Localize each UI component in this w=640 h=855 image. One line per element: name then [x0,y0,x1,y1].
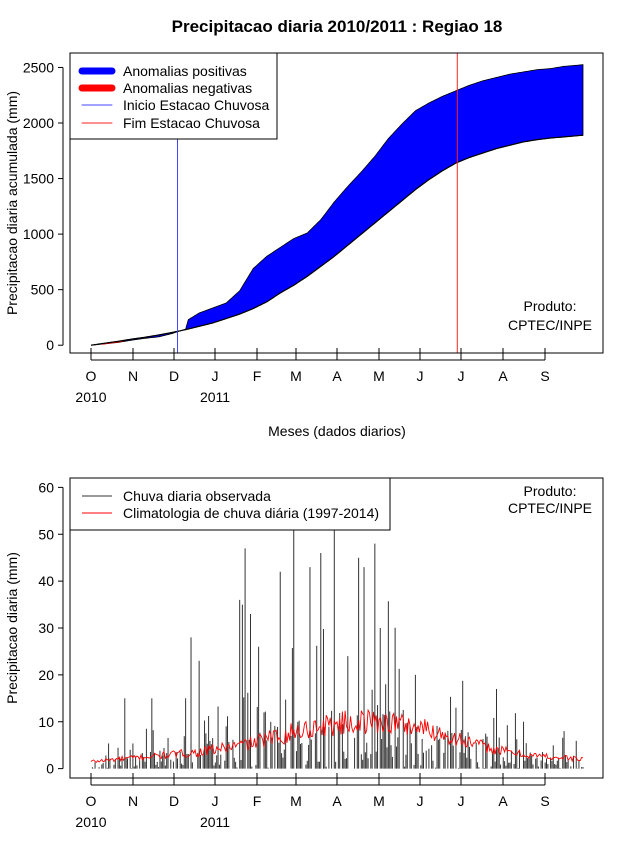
y-tick-label: 2500 [23,59,54,75]
x-tick-label: M [373,793,385,809]
credit-label: CPTEC/INPE [508,317,592,333]
y-tick-label: 40 [38,573,54,589]
x-tick-label: J [212,368,219,384]
legend-label: Anomalias positivas [123,63,247,79]
y-tick-label: 1500 [23,171,54,187]
y-tick-label: 60 [38,479,54,495]
x-tick-label: F [253,368,262,384]
legend-label: Chuva diaria observada [123,488,271,504]
y-tick-label: 1000 [23,226,54,242]
x-tick-label: J [458,368,465,384]
y-tick-label: 0 [46,337,54,353]
legend-box [69,52,278,140]
y-tick-label: 50 [38,526,54,542]
y-tick-label: 20 [38,667,54,683]
x-tick-label: S [540,793,549,809]
x-tick-label: A [332,368,342,384]
x-tick-label: N [128,793,138,809]
legend-box [69,477,391,531]
x-tick-label: O [86,368,97,384]
credit-label: Produto: [524,298,577,314]
x-tick-label: J [212,793,219,809]
x-tick-label: A [498,793,508,809]
x-tick-label: S [540,368,549,384]
x-tick-label: N [128,368,138,384]
y-axis-label: Precipitacao diaria (mm) [4,552,20,704]
x-tick-label: M [290,368,302,384]
y-tick-label: 30 [38,620,54,636]
year-label: 2010 [75,814,106,830]
x-axis-label: Meses (dados diarios) [268,423,406,439]
chart-title: Precipitacao diaria 2010/2011 : Regiao 1… [172,17,503,36]
x-tick-label: A [498,368,508,384]
y-axis-label: Precipitacao diaria acumulada (mm) [4,91,20,315]
daily-panel: 0 10 20 30 40 50 60 Precipitacao diaria (mm) O N D… [4,477,604,855]
x-tick-label: J [417,368,424,384]
year-label: 2011 [200,389,230,405]
credit-label: Produto: [524,483,577,499]
x-tick-label: M [290,793,302,809]
y-tick-label: 500 [31,282,55,298]
x-tick-label: D [169,368,179,384]
y-tick-label: 2000 [23,115,54,131]
year-label: 2011 [200,814,230,830]
x-tick-label: J [417,793,424,809]
x-tick-label: O [86,793,97,809]
x-tick-label: F [253,793,262,809]
legend-label: Anomalias negativas [123,80,252,96]
credit-label: CPTEC/INPE [508,500,592,516]
year-label: 2010 [75,389,106,405]
legend-label: Fim Estacao Chuvosa [123,115,260,131]
x-tick-label: A [332,793,342,809]
legend-label: Climatologia de chuva diária (1997-2014) [123,505,379,521]
climatology-cumulative-line [90,134,584,346]
y-tick-label: 10 [38,714,54,730]
x-tick-label: M [373,368,385,384]
x-tick-label: D [169,793,179,809]
climatology-daily-line [90,708,584,763]
y-tick-label: 0 [46,761,54,777]
legend-label: Inicio Estacao Chuvosa [123,97,270,113]
x-tick-label: J [458,793,465,809]
observed-bars [91,524,584,769]
